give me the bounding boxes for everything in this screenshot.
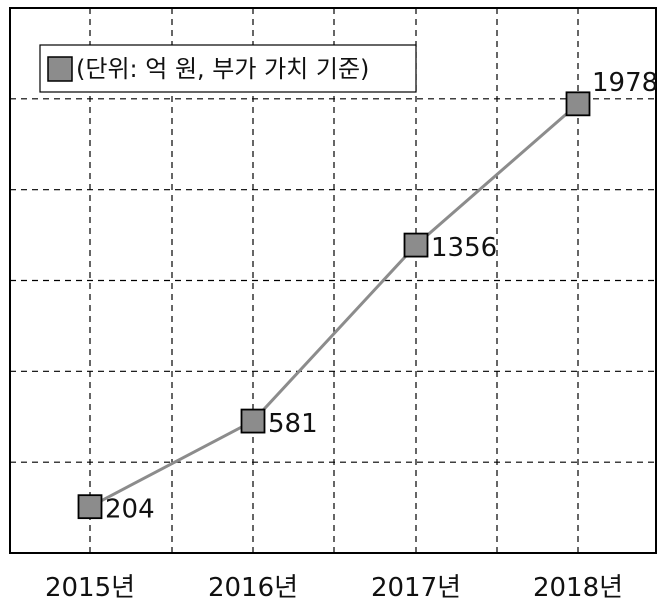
- series-line: [89, 102, 579, 509]
- data-point-marker: [565, 91, 591, 117]
- plot-frame: [9, 7, 657, 554]
- legend-box: [39, 44, 417, 93]
- line-layer: [89, 102, 579, 509]
- label-layer: 204 581 1356 1978: [105, 68, 658, 525]
- x-tick-label: 2015년: [45, 573, 135, 603]
- legend-label: (단위: 억 원, 부가 가치 기준): [76, 55, 369, 83]
- legend: (단위: 억 원, 부가 가치 기준): [39, 44, 417, 93]
- x-tick-label: 2018년: [533, 573, 623, 603]
- marker-layer: [77, 91, 591, 520]
- legend-marker-swatch: [47, 56, 73, 82]
- data-label: 1978: [592, 68, 658, 98]
- data-point-marker: [403, 232, 429, 258]
- data-point-marker: [77, 494, 103, 520]
- x-tick-label: 2017년: [371, 573, 461, 603]
- data-label: 204: [105, 495, 155, 525]
- data-label: 581: [268, 409, 318, 439]
- data-point-marker: [240, 408, 266, 434]
- x-tick-label: 2016년: [208, 573, 298, 603]
- x-axis-ticks: 2015년 2016년 2017년 2018년: [45, 573, 623, 603]
- data-label: 1356: [431, 233, 497, 263]
